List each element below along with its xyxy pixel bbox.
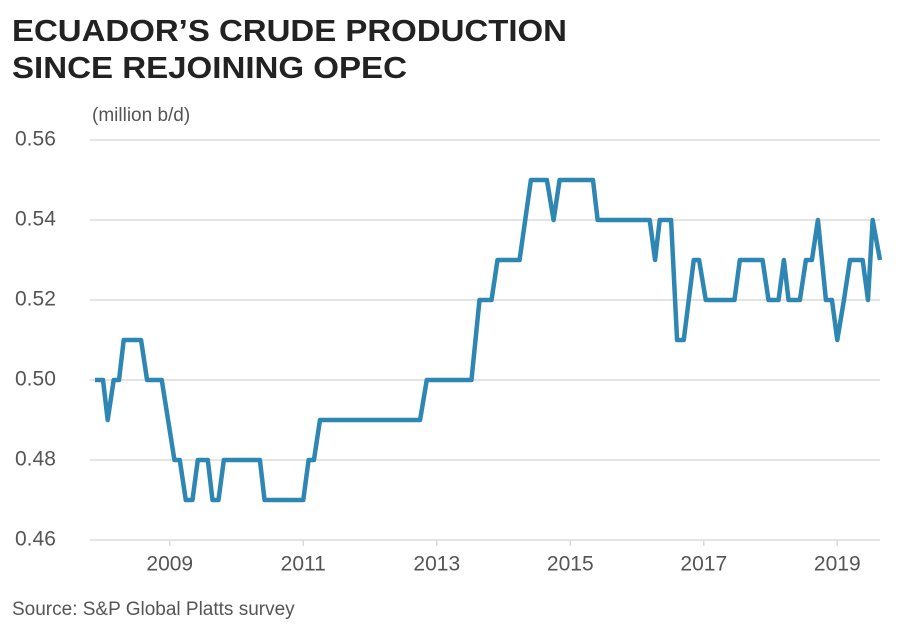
x-tick-label: 2019 [814,553,861,576]
y-tick-label: 0.48 [15,448,56,471]
y-tick-label: 0.56 [15,128,56,151]
source-note: Source: S&P Global Platts survey [12,599,295,620]
x-tick-label: 2015 [547,553,594,576]
y-tick-label: 0.54 [15,208,56,231]
y-axis-label: (million b/d) [92,105,190,126]
y-tick-label: 0.52 [15,288,56,311]
x-tick-label: 2017 [680,553,727,576]
chart-title: ECUADOR’S CRUDE PRODUCTION [12,13,567,48]
y-tick-label: 0.50 [15,368,56,391]
x-tick-label: 2011 [281,553,326,576]
x-tick-label: 2009 [146,553,193,576]
y-tick-label: 0.46 [15,528,56,551]
data-line [95,177,883,503]
chart-title: SINCE REJOINING OPEC [12,50,407,85]
x-tick-label: 2013 [413,553,460,576]
